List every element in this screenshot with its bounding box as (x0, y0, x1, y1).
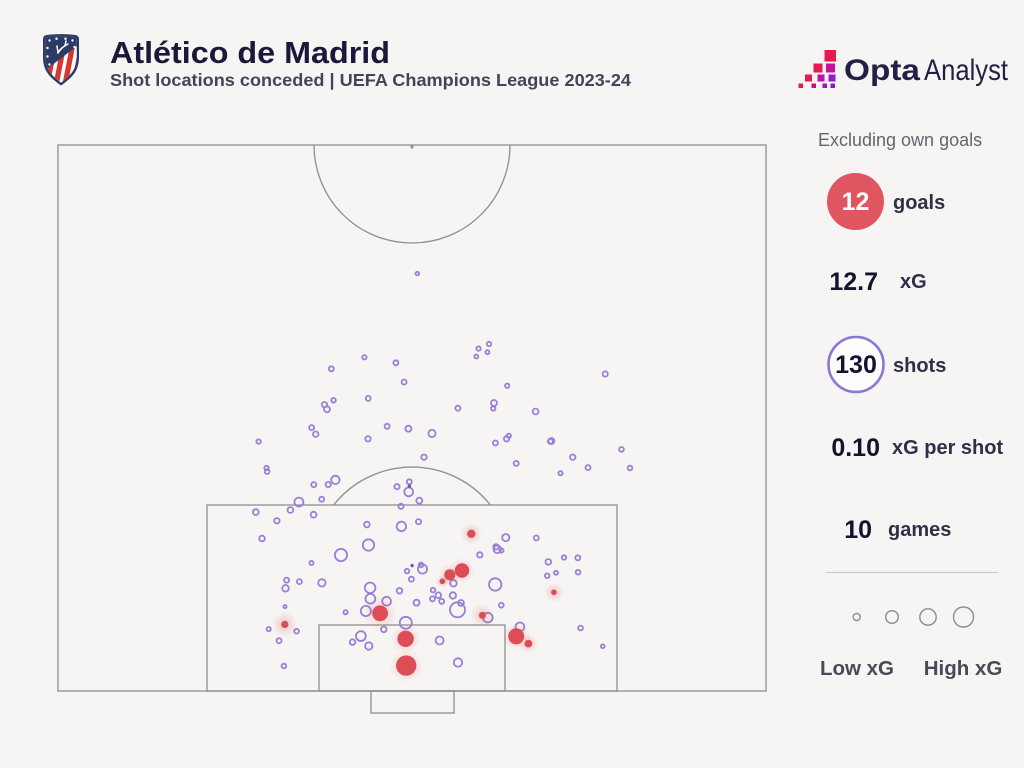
svg-text:games: games (888, 519, 951, 541)
svg-text:shots: shots (893, 355, 946, 377)
svg-text:130: 130 (835, 351, 877, 379)
svg-text:Shot locations conceded | UEFA: Shot locations conceded | UEFA Champions… (110, 70, 631, 90)
svg-text:Low xG: Low xG (820, 657, 894, 680)
svg-text:12.7: 12.7 (829, 268, 878, 296)
svg-text:Excluding own goals: Excluding own goals (818, 130, 982, 150)
svg-text:Opta: Opta (844, 54, 920, 87)
svg-text:Atlético de Madrid: Atlético de Madrid (110, 36, 390, 70)
svg-text:Analyst: Analyst (924, 54, 1009, 87)
svg-text:xG per shot: xG per shot (892, 437, 1003, 459)
svg-text:10: 10 (844, 516, 872, 544)
svg-text:High xG: High xG (924, 657, 1003, 680)
svg-text:12: 12 (842, 188, 870, 216)
svg-text:0.10: 0.10 (831, 434, 880, 462)
svg-text:xG: xG (900, 271, 927, 293)
svg-text:goals: goals (893, 192, 945, 214)
